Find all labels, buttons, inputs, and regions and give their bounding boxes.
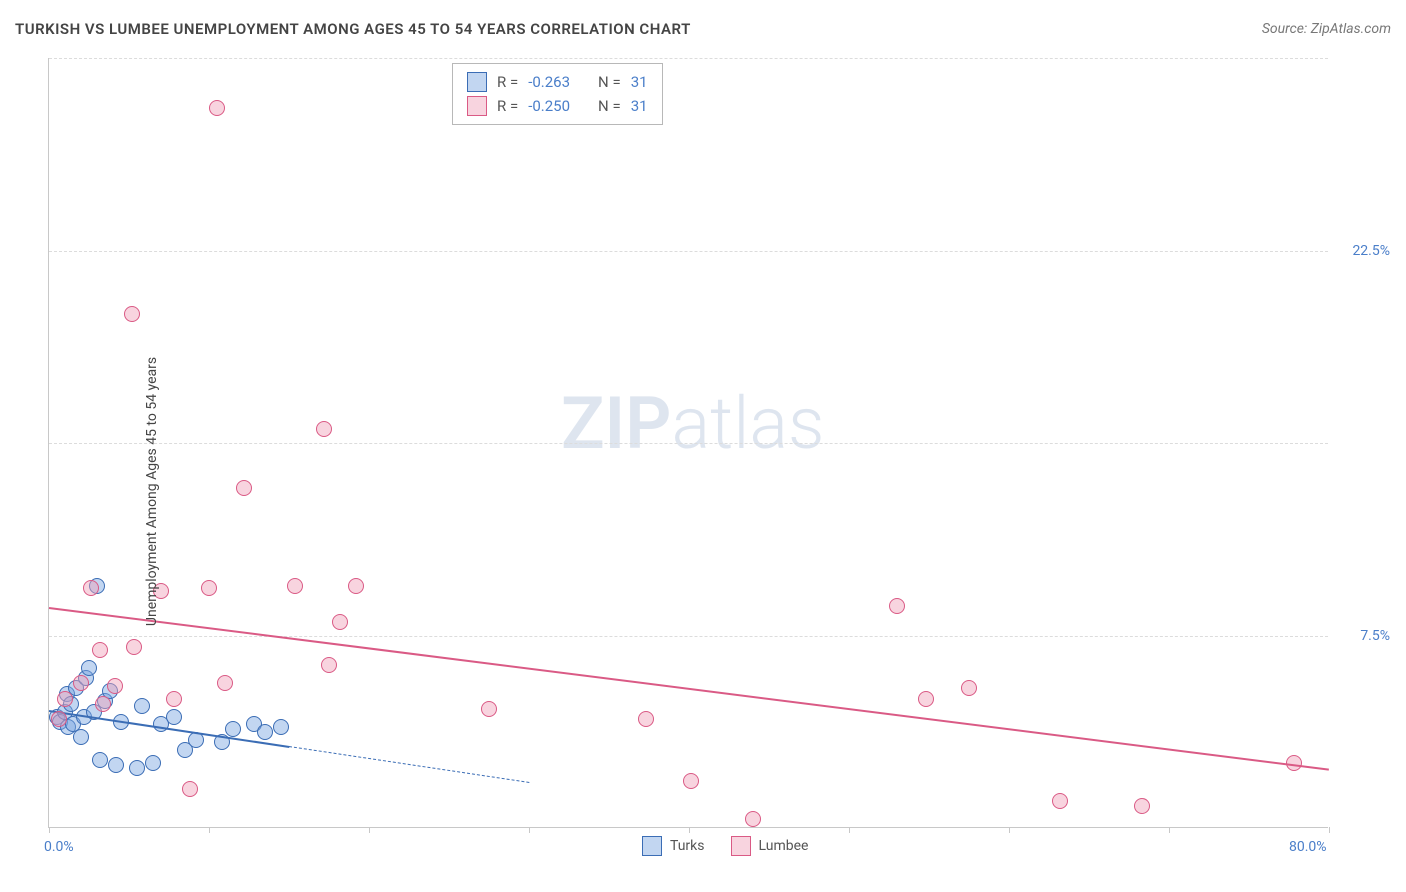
x-tick xyxy=(49,827,50,833)
data-point xyxy=(287,578,303,594)
data-point xyxy=(217,675,233,691)
legend-series-label: Turks xyxy=(670,838,705,854)
data-point xyxy=(889,598,905,614)
x-tick-label: 0.0% xyxy=(44,839,74,855)
legend-r-value: -0.263 xyxy=(528,73,570,91)
gridline-horizontal xyxy=(49,636,1328,637)
x-tick xyxy=(369,827,370,833)
chart-title: TURKISH VS LUMBEE UNEMPLOYMENT AMONG AGE… xyxy=(15,20,691,38)
watermark-light: atlas xyxy=(671,381,824,466)
data-point xyxy=(182,781,198,797)
data-point xyxy=(257,724,273,740)
data-point xyxy=(481,701,497,717)
data-point xyxy=(108,757,124,773)
legend-series-item: Turks xyxy=(642,836,705,856)
trendline-dashed xyxy=(289,746,529,783)
data-point xyxy=(73,675,89,691)
legend-r-value: -0.250 xyxy=(528,97,570,115)
legend-n-value: 31 xyxy=(631,73,648,91)
x-tick-label: 80.0% xyxy=(1289,839,1327,855)
x-tick xyxy=(689,827,690,833)
x-tick xyxy=(849,827,850,833)
gridline-horizontal xyxy=(49,251,1328,252)
data-point xyxy=(95,696,111,712)
data-point xyxy=(225,721,241,737)
legend-n-label: N = xyxy=(598,73,621,91)
x-tick xyxy=(1009,827,1010,833)
legend-r-label: R = xyxy=(497,73,518,91)
data-point xyxy=(166,691,182,707)
chart-plot-area: ZIPatlas 7.5%22.5%0.0%80.0% xyxy=(48,58,1328,828)
gridline-horizontal xyxy=(49,58,1328,59)
legend-swatch xyxy=(642,836,662,856)
data-point xyxy=(201,580,217,596)
x-tick xyxy=(1169,827,1170,833)
legend-swatch xyxy=(467,72,487,92)
legend-swatch xyxy=(731,836,751,856)
data-point xyxy=(1052,793,1068,809)
data-point xyxy=(129,760,145,776)
trendline xyxy=(49,607,1329,771)
watermark-bold: ZIP xyxy=(561,381,671,466)
data-point xyxy=(51,711,67,727)
data-point xyxy=(126,639,142,655)
y-axis-label-container: Unemployment Among Ages 45 to 54 years xyxy=(141,356,160,625)
legend-series: Turks Lumbee xyxy=(642,836,808,856)
data-point xyxy=(348,578,364,594)
data-point xyxy=(145,755,161,771)
x-tick xyxy=(209,827,210,833)
data-point xyxy=(166,709,182,725)
data-point xyxy=(134,698,150,714)
legend-series-item: Lumbee xyxy=(731,836,809,856)
data-point xyxy=(918,691,934,707)
chart-source: Source: ZipAtlas.com xyxy=(1262,21,1391,37)
data-point xyxy=(683,773,699,789)
data-point xyxy=(73,729,89,745)
legend-n-value: 31 xyxy=(631,97,648,115)
data-point xyxy=(316,421,332,437)
legend-row: R = -0.250 N = 31 xyxy=(467,94,648,118)
data-point xyxy=(209,100,225,116)
y-axis-label: Unemployment Among Ages 45 to 54 years xyxy=(144,356,160,625)
data-point xyxy=(961,680,977,696)
data-point xyxy=(1134,798,1150,814)
data-point xyxy=(81,660,97,676)
data-point xyxy=(92,752,108,768)
data-point xyxy=(745,811,761,827)
watermark: ZIPatlas xyxy=(561,381,825,466)
data-point xyxy=(332,614,348,630)
x-tick xyxy=(1329,827,1330,833)
chart-header: TURKISH VS LUMBEE UNEMPLOYMENT AMONG AGE… xyxy=(15,20,1391,38)
data-point xyxy=(57,691,73,707)
data-point xyxy=(92,642,108,658)
legend-n-label: N = xyxy=(598,97,621,115)
data-point xyxy=(273,719,289,735)
data-point xyxy=(321,657,337,673)
data-point xyxy=(638,711,654,727)
legend-series-label: Lumbee xyxy=(759,838,809,854)
legend-swatch xyxy=(467,96,487,116)
gridline-horizontal xyxy=(49,443,1328,444)
legend-r-label: R = xyxy=(497,97,518,115)
data-point xyxy=(107,678,123,694)
data-point xyxy=(236,480,252,496)
legend-correlation: R = -0.263 N = 31 R = -0.250 N = 31 xyxy=(452,63,663,125)
legend-row: R = -0.263 N = 31 xyxy=(467,70,648,94)
data-point xyxy=(83,580,99,596)
y-tick-label: 7.5% xyxy=(1335,628,1390,644)
data-point xyxy=(124,306,140,322)
x-tick xyxy=(529,827,530,833)
y-tick-label: 22.5% xyxy=(1335,243,1390,259)
